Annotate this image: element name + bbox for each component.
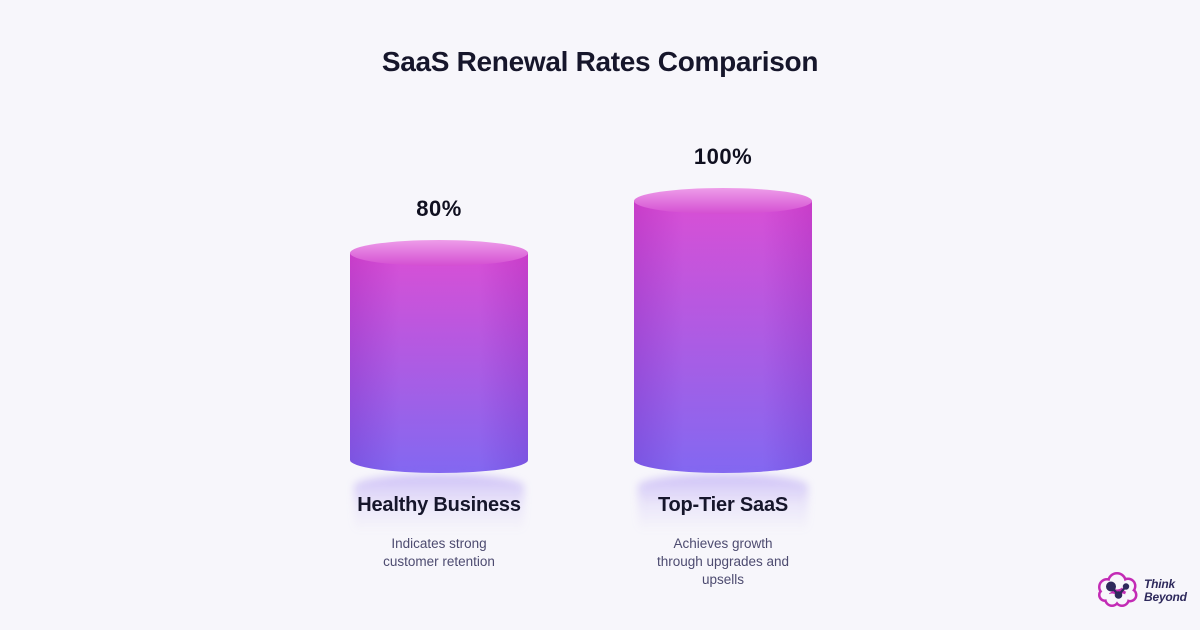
chart-title: SaaS Renewal Rates Comparison xyxy=(381,46,819,77)
bar-description: Achieves growth through upgrades and ups… xyxy=(656,536,790,587)
cylinder-top-ellipse xyxy=(350,239,528,266)
brand-name: Think Beyond xyxy=(1144,578,1187,604)
cylinder-bar xyxy=(350,239,528,474)
cylinder-reflection xyxy=(354,474,524,532)
bar-group-healthy-business: 80% Healthy Business Indicates strong cu… xyxy=(350,0,528,630)
cylinder-reflection xyxy=(638,474,808,532)
cylinder-top-ellipse xyxy=(634,188,812,214)
bar-group-top-tier-saas: 100% Top-Tier SaaS Achieves growth throu… xyxy=(634,0,812,630)
bar-category-label: Top-Tier SaaS xyxy=(657,494,789,516)
bar-value-label: 100% xyxy=(693,144,753,169)
bar-value-label: 80% xyxy=(416,195,462,221)
brand-logo: Think Beyond xyxy=(1098,572,1187,610)
brand-name-line1: Think xyxy=(1144,577,1175,591)
thinkbeyond-cloud-icon xyxy=(1098,572,1138,607)
cylinder-body xyxy=(350,252,528,474)
bar-description: Indicates strong customer retention xyxy=(383,536,495,569)
cylinder-bar xyxy=(634,188,812,473)
cylinder-body xyxy=(634,201,812,473)
brand-name-line2: Beyond xyxy=(1144,590,1187,604)
bar-category-label: Healthy Business xyxy=(357,494,521,516)
